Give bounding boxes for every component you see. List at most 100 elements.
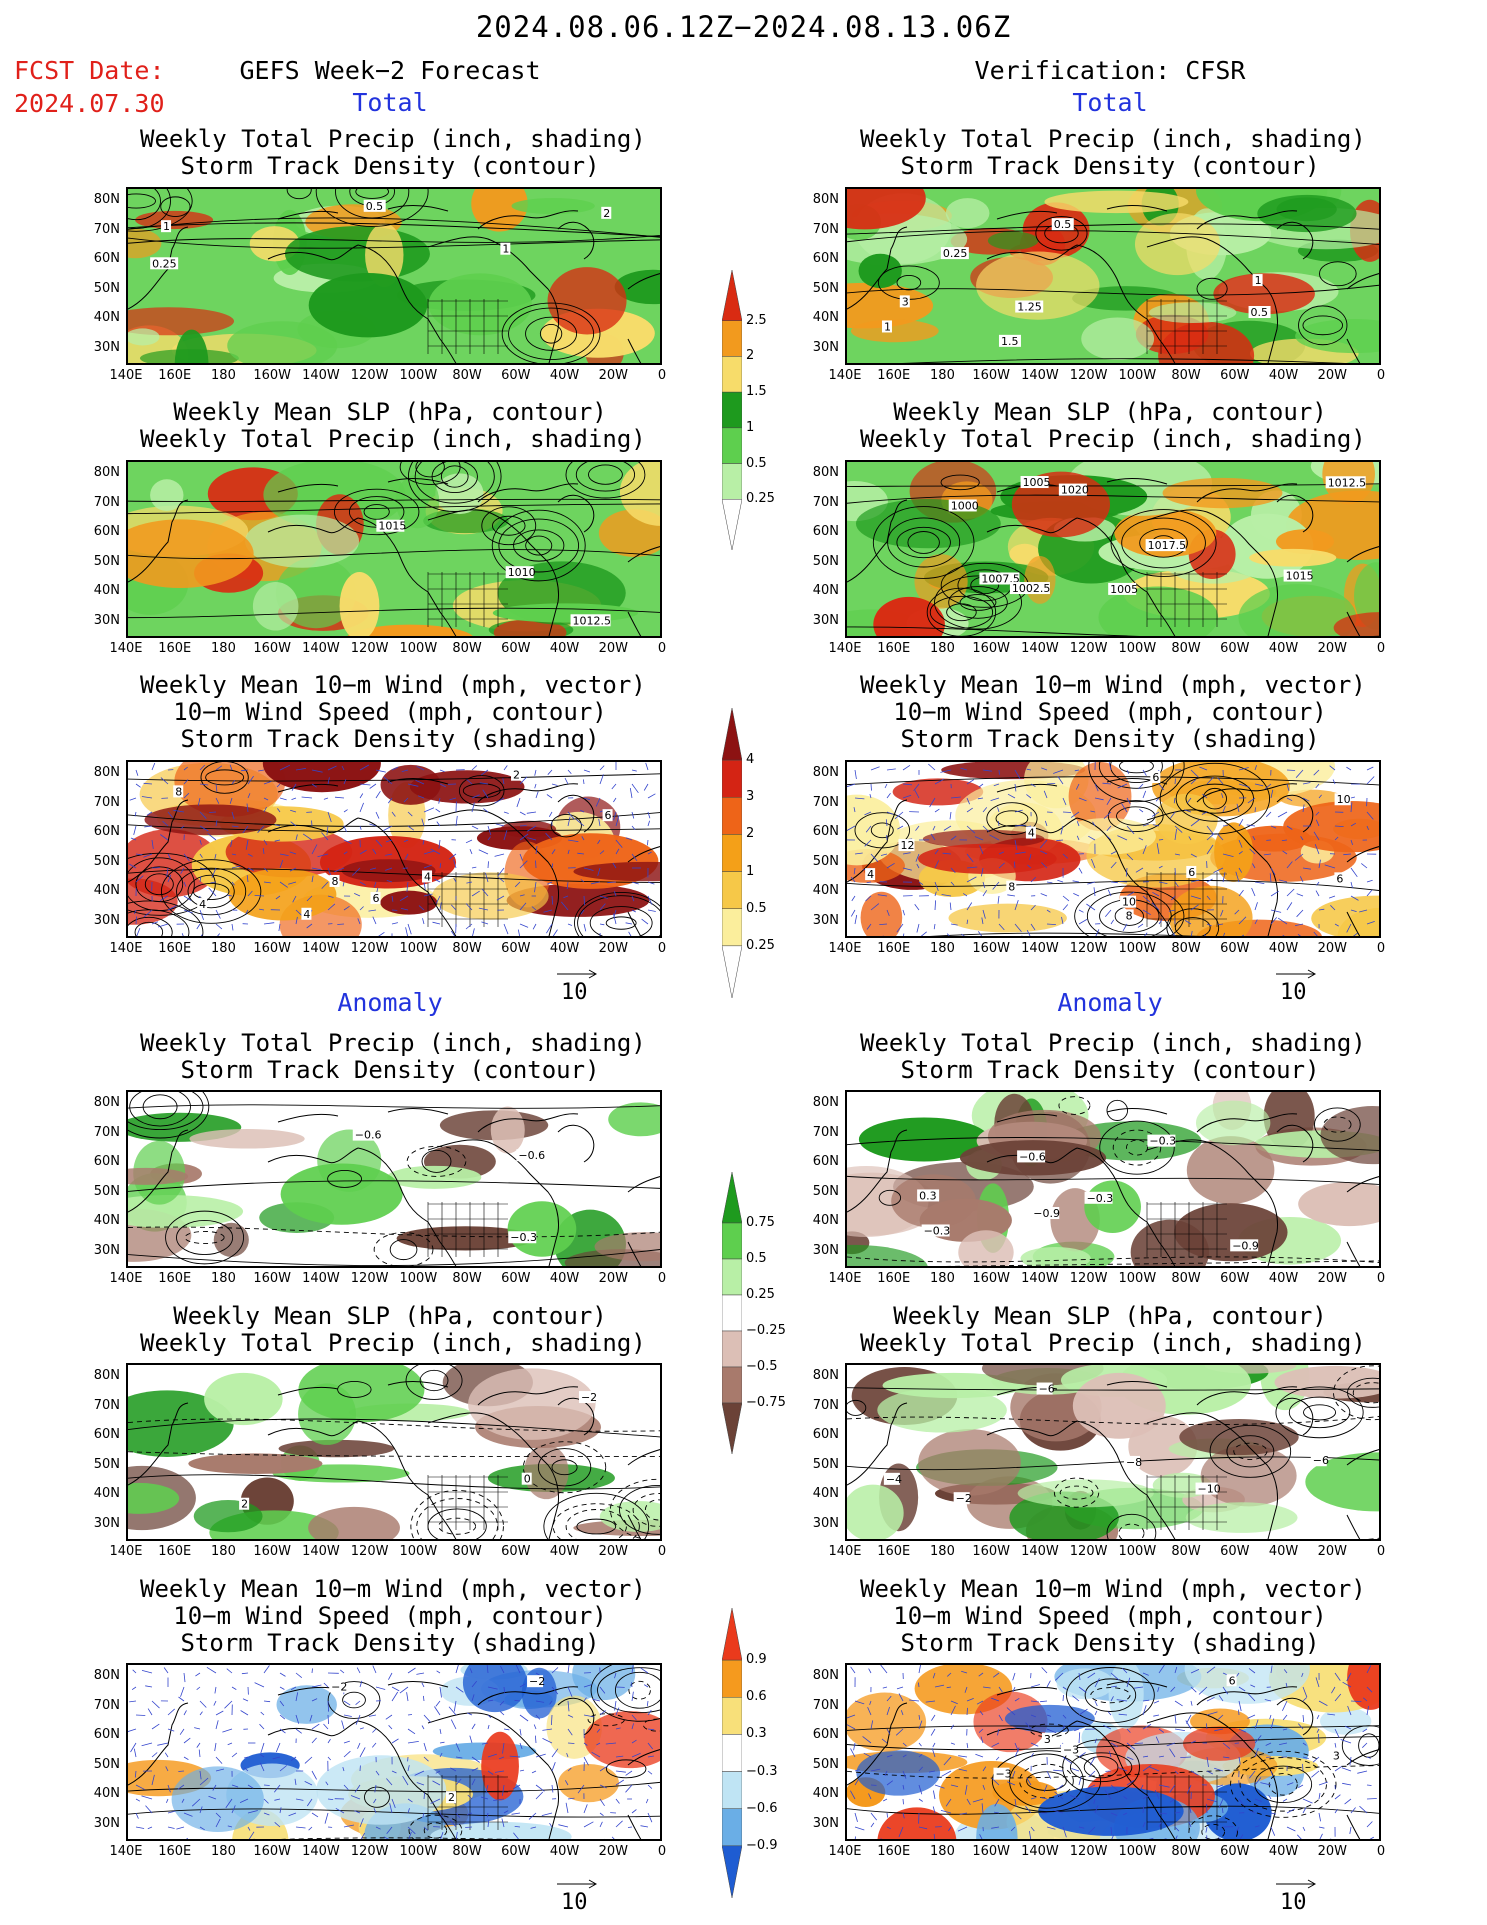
- colorbar-label: 2: [746, 826, 755, 842]
- lat-tick-label: 30N: [93, 912, 120, 928]
- vector-reference-arrow: 10: [1274, 968, 1318, 1005]
- title-line: Storm Track Density (shading): [900, 725, 1320, 753]
- lat-tick-label: 30N: [812, 1815, 839, 1831]
- vector-reference-label: 10: [1280, 980, 1307, 1005]
- lon-tick-label: 180: [930, 368, 955, 383]
- contour-label: 1000: [951, 499, 979, 512]
- contour-label: 1: [1255, 274, 1262, 287]
- title-right-slp-anom: Weekly Mean SLP (hPa, contour) Weekly Tot…: [860, 1303, 1366, 1357]
- title-line: Weekly Mean 10−m Wind (mph, vector): [140, 1575, 646, 1603]
- contour-label: 3: [1333, 1749, 1340, 1762]
- lon-tick-label: 40W: [549, 641, 580, 656]
- lon-tick-label: 100W: [1118, 1844, 1157, 1859]
- map-right-wind-anom: −3 3 3 −3 6: [845, 1663, 1381, 1841]
- lon-tick-label: 120W: [1069, 941, 1108, 956]
- title-line: Weekly Mean 10−m Wind (mph, vector): [140, 671, 646, 699]
- contour-label: −4: [886, 1473, 902, 1486]
- colorbar-swatch: [722, 1222, 742, 1260]
- contour-label: 1.5: [1001, 335, 1019, 348]
- lon-tick-label: 40W: [1268, 1271, 1299, 1286]
- lon-tick-label: 20W: [1317, 368, 1347, 383]
- lon-tick-label: 20W: [1317, 641, 1347, 656]
- title-line: Weekly Mean SLP (hPa, contour): [173, 398, 607, 426]
- lat-tick-label: 50N: [93, 553, 120, 569]
- lat-tick-label: 70N: [812, 1697, 839, 1713]
- contour-label: 6: [605, 809, 612, 822]
- lon-tick-label: 40W: [1268, 641, 1299, 656]
- title-line: Weekly Mean SLP (hPa, contour): [893, 398, 1327, 426]
- lat-tick-label: 80N: [93, 192, 120, 207]
- lon-tick-label: 40W: [549, 1271, 580, 1286]
- colorbar-swatch: [722, 1258, 742, 1296]
- contour-label: −10: [1198, 1483, 1221, 1496]
- lon-tick-label: 100W: [1118, 941, 1157, 956]
- lat-tick-label: 60N: [812, 251, 839, 266]
- title-line: 10−m Wind Speed (mph, contour): [893, 1602, 1327, 1630]
- lat-tick-label: 80N: [812, 1368, 839, 1383]
- colorbar-anomaly-precip: 0.75 0.5 0.25 −0.25 −0.5 −0.75: [722, 1172, 786, 1454]
- contour-label: 2: [603, 207, 610, 220]
- colorbar-label: 0.5: [746, 1251, 767, 1266]
- title-line: Storm Track Density (shading): [180, 1629, 600, 1657]
- lon-tick-label: 140E: [109, 941, 143, 956]
- lat-tick-label: 50N: [812, 1756, 839, 1772]
- map-left-precip-anom: −0.6 −0.3 −0.6: [126, 1090, 662, 1268]
- lat-tick-label: 30N: [812, 1242, 839, 1258]
- lon-tick-label: 60W: [1220, 1544, 1250, 1559]
- lat-tick-label: 50N: [93, 1456, 120, 1472]
- contour-label: −3: [1063, 1744, 1079, 1757]
- lat-tick-label: 60N: [93, 524, 120, 539]
- lon-tick-label: 160W: [972, 368, 1010, 383]
- lon-tick-label: 140W: [302, 641, 340, 656]
- vector-reference-label: 10: [561, 980, 588, 1005]
- lat-tick-label: 50N: [93, 1756, 120, 1772]
- lat-tick-label: 30N: [93, 1242, 120, 1258]
- contour-label: −0.9: [1033, 1207, 1060, 1220]
- map-right-wind-total: 6 6 4 8 6 4 10 12 10 8: [845, 760, 1381, 938]
- lon-tick-label: 0: [1376, 641, 1386, 656]
- lon-tick-label: 120W: [1069, 1544, 1108, 1559]
- title-line: Storm Track Density (shading): [900, 1629, 1320, 1657]
- lat-tick-label: 70N: [812, 221, 839, 237]
- lat-tick-label: 60N: [812, 1427, 839, 1442]
- lon-tick-label: 80W: [452, 1271, 482, 1286]
- lat-tick-label: 30N: [812, 912, 839, 928]
- title-line: Storm Track Density (contour): [900, 1056, 1320, 1084]
- title-line: Storm Track Density (shading): [180, 725, 600, 753]
- lat-tick-label: 70N: [93, 1124, 120, 1140]
- title-line: Weekly Mean 10−m Wind (mph, vector): [860, 671, 1366, 699]
- lon-tick-label: 160E: [158, 941, 192, 956]
- lat-tick-label: 50N: [93, 1183, 120, 1199]
- title-right-precip-anom: Weekly Total Precip (inch, shading) Storm…: [860, 1029, 1366, 1084]
- contour-label: −0.3: [1149, 1135, 1176, 1148]
- lon-tick-label: 160E: [877, 1544, 911, 1559]
- lon-tick-label: 180: [930, 641, 955, 656]
- colorbar-swatch: [722, 834, 742, 872]
- lon-tick-label: 160W: [253, 368, 291, 383]
- colorbar-label: −0.5: [746, 1359, 778, 1374]
- title-line: Weekly Total Precip (inch, shading): [860, 1029, 1366, 1057]
- contour-label: 6: [1336, 872, 1343, 885]
- contour-label: 6: [373, 892, 380, 905]
- lon-tick-label: 180: [211, 1544, 236, 1559]
- colorbar-swatch: [722, 708, 742, 761]
- lon-tick-label: 120W: [1069, 368, 1108, 383]
- title-left-precip-anom: Weekly Total Precip (inch, shading) Storm…: [140, 1030, 646, 1084]
- lon-tick-label: 80W: [1171, 1844, 1201, 1859]
- lat-tick-label: 70N: [812, 494, 839, 510]
- colorbar-swatch: [722, 1172, 742, 1224]
- lon-tick-label: 160E: [158, 1844, 192, 1859]
- lon-tick-label: 80W: [452, 1544, 482, 1559]
- lon-tick-label: 100W: [1118, 641, 1157, 656]
- lon-tick-label: 160W: [972, 1271, 1010, 1286]
- lat-tick-label: 40N: [812, 1213, 839, 1228]
- colorbar-swatch: [722, 1659, 742, 1698]
- contour-label: −2: [529, 1675, 545, 1688]
- lon-tick-label: 0: [1376, 368, 1386, 383]
- lon-tick-label: 100W: [399, 368, 438, 383]
- contour-label: 6: [1229, 1674, 1236, 1687]
- lat-tick-label: 70N: [812, 794, 839, 810]
- contour-label: 1: [884, 320, 891, 333]
- lat-tick-label: 30N: [812, 339, 839, 355]
- contour-label: 6: [1152, 771, 1159, 784]
